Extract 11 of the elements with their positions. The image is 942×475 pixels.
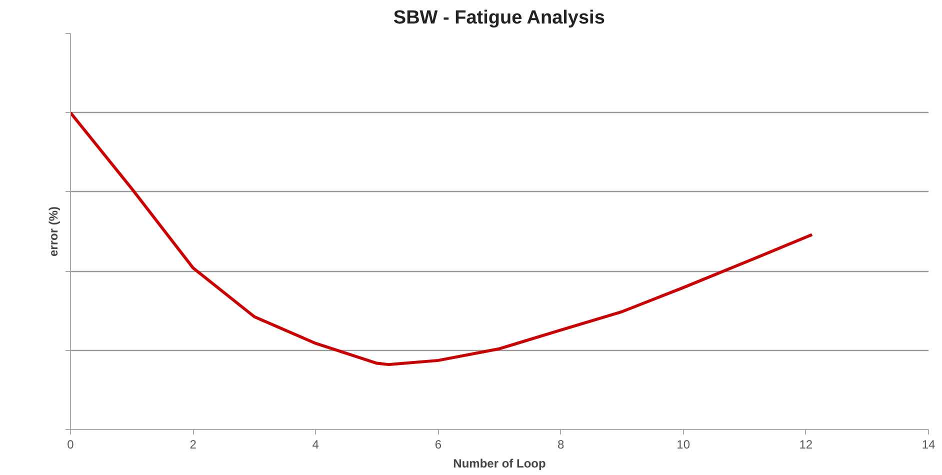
x-tick-label: 8 xyxy=(557,438,564,452)
x-tick-label: 14 xyxy=(922,438,936,452)
x-tick-label: 10 xyxy=(676,438,690,452)
x-tick-label: 4 xyxy=(312,438,320,452)
x-tick-label: 0 xyxy=(67,438,74,452)
x-tick-label: 12 xyxy=(799,438,813,452)
x-tick-label: 6 xyxy=(434,438,442,452)
chart-title: SBW - Fatigue Analysis xyxy=(393,8,605,28)
x-tick-label: 2 xyxy=(190,438,197,452)
x-axis-title: Number of Loop xyxy=(453,456,546,470)
y-axis-title: error (%) xyxy=(46,206,60,257)
